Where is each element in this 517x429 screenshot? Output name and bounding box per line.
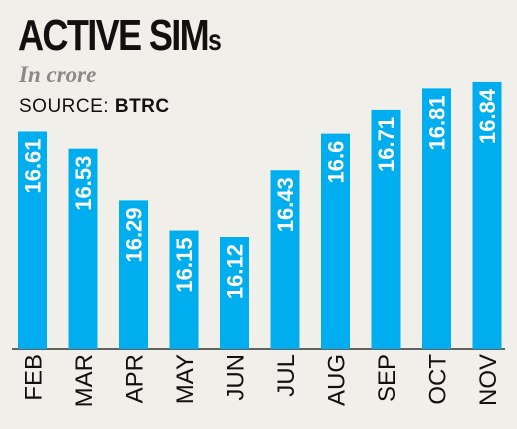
bar-jul [270, 170, 300, 349]
bar-nov [472, 81, 502, 349]
data-label-apr: 16.29 [122, 207, 147, 262]
x-tick-label-sep: SEP [374, 354, 401, 402]
x-tick-label-may: MAY [172, 354, 199, 404]
chart-title-main: ACTIVE SIM [18, 11, 210, 60]
x-tick-label-aug: AUG [324, 354, 351, 406]
bar-jun [220, 237, 249, 349]
data-label-aug: 16.6 [324, 141, 349, 184]
data-label-may: 16.15 [172, 238, 197, 293]
x-tick-label-apr: APR [122, 354, 149, 403]
bar-apr [119, 200, 148, 349]
bar-sep [371, 109, 401, 349]
chart-title-suffix: s [208, 24, 222, 57]
chart-source: SOURCE: BTRC [19, 96, 170, 118]
source-prefix: SOURCE: [19, 96, 110, 117]
data-label-mar: 16.53 [71, 156, 96, 211]
x-tick-label-jul: JUL [273, 354, 300, 397]
bar-feb [18, 131, 47, 349]
x-tick-label-nov: NOV [475, 354, 502, 406]
data-label-oct: 16.81 [425, 95, 450, 150]
x-tick-label-feb: FEB [21, 354, 48, 401]
x-tick-label-jun: JUN [223, 354, 250, 401]
x-tick-label-oct: OCT [425, 354, 452, 405]
bar-oct [422, 88, 451, 349]
data-label-nov: 16.84 [475, 88, 500, 144]
bar-aug [321, 133, 350, 349]
data-label-jul: 16.43 [273, 177, 298, 232]
data-label-jun: 16.12 [223, 244, 248, 299]
chart-unit: In crore [19, 62, 97, 87]
bar-may [169, 230, 199, 349]
bar-mar [68, 148, 98, 349]
source-name: BTRC [114, 96, 170, 117]
data-label-sep: 16.71 [374, 117, 399, 172]
chart-title: ACTIVE SIMs [18, 10, 222, 67]
data-label-feb: 16.61 [21, 138, 46, 193]
x-tick-label-mar: MAR [71, 354, 98, 407]
